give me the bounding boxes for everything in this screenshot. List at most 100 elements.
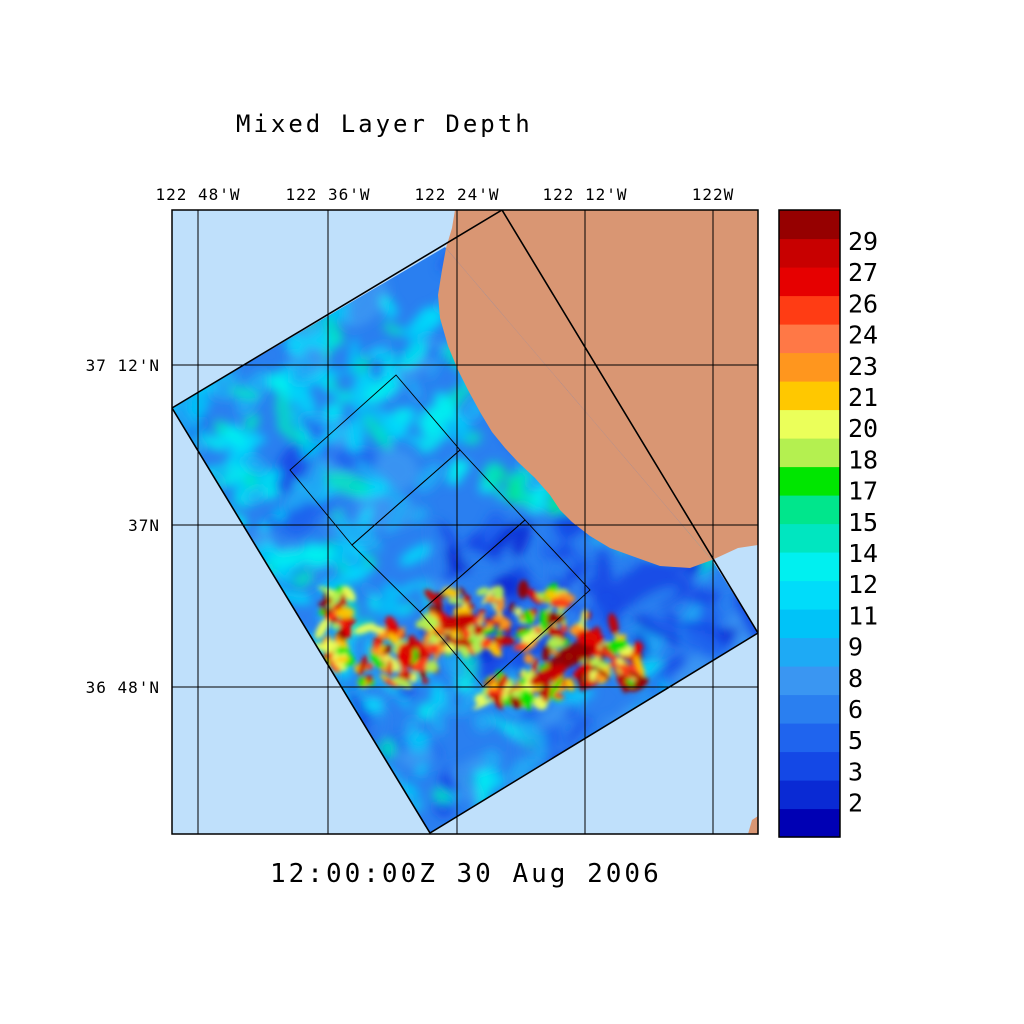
field-patch <box>506 478 522 504</box>
colorbar-label: 24 <box>848 321 878 350</box>
field-patch <box>418 425 447 454</box>
field-patch <box>549 597 571 609</box>
field-patch <box>616 657 623 665</box>
field-patch <box>542 596 547 604</box>
domain-outline <box>172 210 758 834</box>
field-patch <box>480 618 502 625</box>
field-patch <box>501 719 541 742</box>
field-patch <box>318 609 326 616</box>
field-patch <box>382 581 399 611</box>
field-patch <box>676 620 718 631</box>
field-patch <box>489 715 523 740</box>
field-patch <box>290 356 315 385</box>
field-patch <box>337 564 375 584</box>
field-patch <box>438 642 445 655</box>
field-patch <box>409 733 432 740</box>
field-patch <box>329 510 344 520</box>
land-corner <box>748 816 758 834</box>
field-patch <box>523 610 534 625</box>
colorbar-label: 15 <box>848 508 878 537</box>
field-patch <box>337 628 346 641</box>
field-patch <box>576 629 604 647</box>
field-patch <box>383 303 399 319</box>
field-patch <box>526 503 559 549</box>
field-patch <box>640 612 682 637</box>
field-patch <box>577 579 597 598</box>
field-patch <box>698 633 723 658</box>
field-patch <box>243 413 260 431</box>
field-patch <box>368 381 403 399</box>
field-patch <box>608 556 680 608</box>
field-patch <box>353 623 376 635</box>
field-patch <box>467 536 501 565</box>
field-patch <box>534 701 571 731</box>
field-patch <box>370 653 388 671</box>
lat-label-2: 37N <box>128 516 160 535</box>
field-patch <box>511 689 523 698</box>
field-patch <box>385 497 402 537</box>
field-patch <box>272 548 319 566</box>
lon-label-1: 122 48'W <box>155 185 240 204</box>
field-patch <box>399 543 433 566</box>
field-patch <box>406 435 421 445</box>
colorbar-swatch <box>779 751 840 781</box>
field-patch <box>425 660 439 673</box>
field-patch <box>506 755 538 781</box>
field-patch <box>404 717 419 731</box>
colorbar-swatch <box>779 637 840 667</box>
field-patch <box>544 590 560 601</box>
field-patch <box>547 636 564 649</box>
field-patch <box>421 677 429 685</box>
field-patch <box>370 348 388 361</box>
field-patch <box>449 638 473 647</box>
field-patch <box>342 586 356 602</box>
field-patch <box>397 643 413 667</box>
colorbar-label: 23 <box>848 352 878 381</box>
colorbar-swatch <box>779 352 840 382</box>
field-patch <box>459 551 501 574</box>
colorbar-swatch <box>779 723 840 753</box>
field-patch <box>454 776 478 804</box>
field-patch <box>491 682 498 690</box>
field-patch <box>432 788 451 804</box>
field-patch <box>588 659 610 669</box>
field-patch <box>319 428 344 444</box>
field-patch <box>391 496 411 533</box>
colorbar-swatch <box>779 780 840 810</box>
field-patch <box>358 655 368 677</box>
field-patch <box>113 311 134 336</box>
field-patch <box>527 501 552 513</box>
colorbar-label: 3 <box>848 757 863 786</box>
field-patch <box>625 678 635 687</box>
field-patch <box>632 586 679 612</box>
field-patch <box>539 629 548 637</box>
field-patch <box>542 643 551 662</box>
field-patch <box>430 681 445 708</box>
grid-lines <box>172 210 758 834</box>
field-patch <box>589 591 608 603</box>
field-patch <box>370 625 385 634</box>
field-patch <box>473 624 485 636</box>
colorbar-label: 26 <box>848 289 878 318</box>
field-patch <box>392 676 413 689</box>
field-patch <box>461 627 471 641</box>
field-patch <box>290 406 307 437</box>
field-patch <box>514 607 522 617</box>
field-patch <box>447 597 464 605</box>
lat-label-1: 37 12'N <box>86 356 160 375</box>
field-patch <box>527 588 542 605</box>
field-patch <box>352 403 366 417</box>
field-patch <box>387 658 393 677</box>
field-patch <box>420 307 444 325</box>
field-patch <box>449 763 473 782</box>
field-patch <box>467 602 475 611</box>
field-patch <box>618 679 627 687</box>
field-patch <box>518 490 532 501</box>
field-patch <box>523 653 534 664</box>
colorbar-swatch <box>779 666 840 696</box>
field-patch <box>509 602 515 613</box>
field-patch <box>634 654 645 677</box>
field-patch <box>358 505 373 530</box>
field-patch <box>272 507 287 523</box>
